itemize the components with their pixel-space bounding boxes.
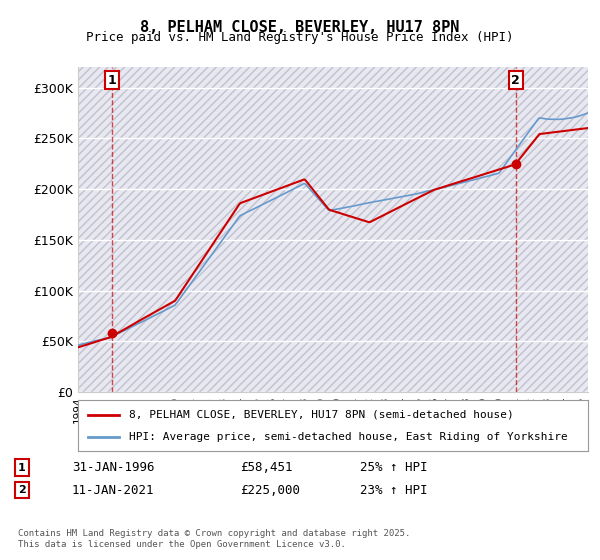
Text: 23% ↑ HPI: 23% ↑ HPI	[360, 483, 427, 497]
Text: £58,451: £58,451	[240, 461, 293, 474]
Text: 8, PELHAM CLOSE, BEVERLEY, HU17 8PN: 8, PELHAM CLOSE, BEVERLEY, HU17 8PN	[140, 20, 460, 35]
Text: 1: 1	[107, 74, 116, 87]
Text: 11-JAN-2021: 11-JAN-2021	[72, 483, 155, 497]
Text: 2: 2	[511, 74, 520, 87]
Text: Price paid vs. HM Land Registry's House Price Index (HPI): Price paid vs. HM Land Registry's House …	[86, 31, 514, 44]
Text: 2: 2	[18, 485, 26, 495]
Text: £225,000: £225,000	[240, 483, 300, 497]
Text: 8, PELHAM CLOSE, BEVERLEY, HU17 8PN (semi-detached house): 8, PELHAM CLOSE, BEVERLEY, HU17 8PN (sem…	[129, 409, 514, 419]
Text: HPI: Average price, semi-detached house, East Riding of Yorkshire: HPI: Average price, semi-detached house,…	[129, 432, 568, 442]
Text: 25% ↑ HPI: 25% ↑ HPI	[360, 461, 427, 474]
Text: 1: 1	[18, 463, 26, 473]
Text: Contains HM Land Registry data © Crown copyright and database right 2025.
This d: Contains HM Land Registry data © Crown c…	[18, 529, 410, 549]
Text: 31-JAN-1996: 31-JAN-1996	[72, 461, 155, 474]
